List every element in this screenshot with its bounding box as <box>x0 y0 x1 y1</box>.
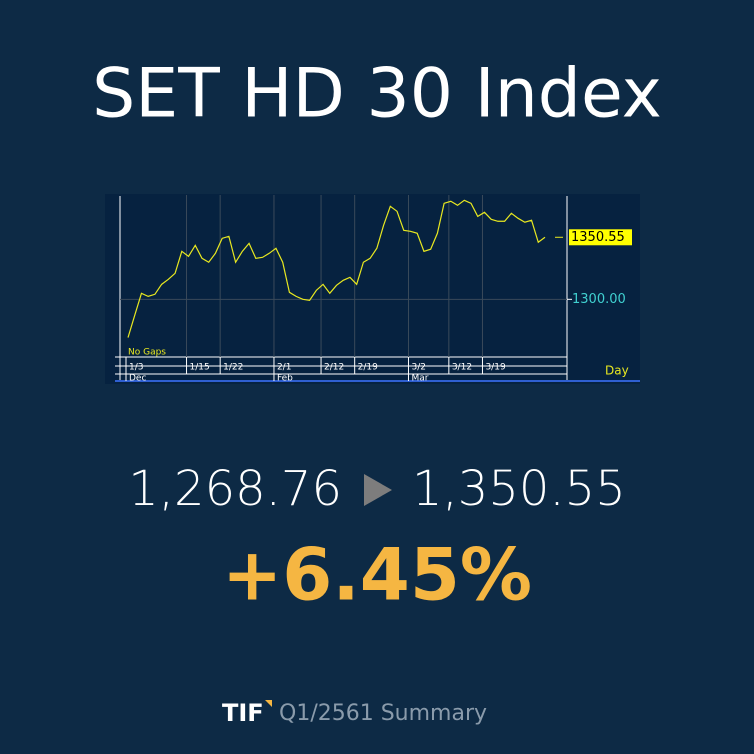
x-tick-label: 3/12 <box>452 363 472 373</box>
footer-text: Q1/2561 Summary <box>279 701 487 726</box>
arrow <box>364 474 392 506</box>
y-tick-label: 1300.00 <box>572 292 626 307</box>
chart-bg <box>105 194 640 384</box>
value-label-bg <box>569 229 632 246</box>
x-tick-label: 2/12 <box>324 363 344 373</box>
percent-change: +6.45% <box>222 533 532 617</box>
x-tick-label: 1/15 <box>190 363 210 373</box>
value-label: 1350.55 <box>571 230 625 245</box>
gap-note: No Gaps <box>128 348 166 358</box>
x-tick-label: 2/1 <box>277 363 291 373</box>
x-tick-label: 3/19 <box>485 363 505 373</box>
brand-mark <box>265 700 272 707</box>
x-tick-label: 1/22 <box>223 363 243 373</box>
month-label: Mar <box>411 374 428 384</box>
title: SET HD 30 Index <box>92 55 662 134</box>
month-label: Feb <box>277 374 293 384</box>
x-tick-label: 3/2 <box>411 363 425 373</box>
month-label: Dec <box>129 374 146 384</box>
x-tick-label: 1/3 <box>129 363 143 373</box>
start-value: 1,268.76 <box>128 461 342 517</box>
price-change: 1,268.76 1,350.55 <box>128 461 626 517</box>
x-unit: Day <box>605 364 629 378</box>
series-line <box>127 199 546 338</box>
end-value: 1,350.55 <box>412 461 626 517</box>
brand: TIF <box>222 699 264 727</box>
x-tick-label: 2/19 <box>358 363 378 373</box>
